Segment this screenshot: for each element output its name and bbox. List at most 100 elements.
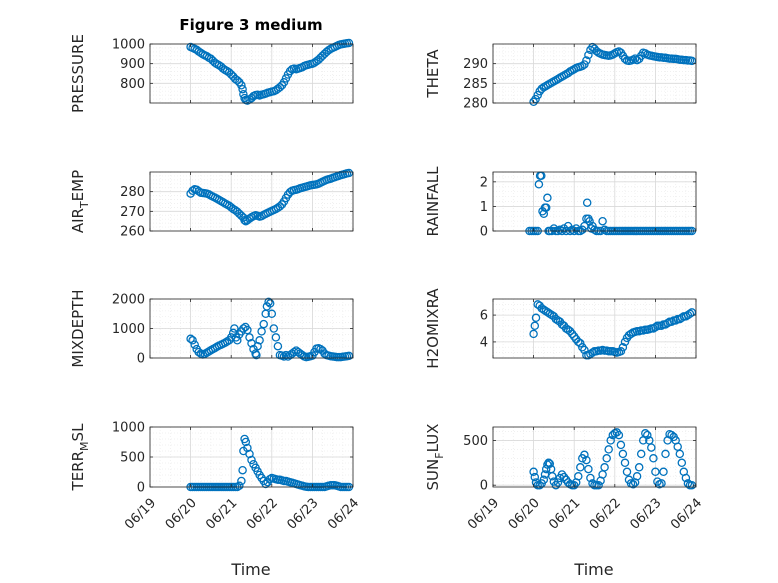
data-point bbox=[582, 56, 591, 65]
x-tick-label: 06/21 bbox=[203, 496, 240, 533]
data-point bbox=[634, 463, 644, 472]
data-point bbox=[530, 472, 540, 482]
data-point bbox=[687, 308, 697, 317]
data-point bbox=[253, 341, 262, 351]
data-point bbox=[241, 437, 251, 447]
data-point bbox=[271, 333, 281, 342]
y-tick-label: 1 bbox=[480, 200, 488, 215]
data-point bbox=[233, 76, 242, 85]
data-point bbox=[598, 216, 607, 226]
y-axis-label: PRESSURE bbox=[69, 34, 87, 113]
x-axis-label-right: Time bbox=[573, 560, 613, 579]
data-point bbox=[529, 467, 538, 477]
data-point bbox=[677, 458, 687, 468]
y-axis-label: RAINFALL bbox=[424, 166, 442, 237]
data-point bbox=[235, 481, 244, 491]
data-point bbox=[604, 445, 613, 454]
data-point bbox=[659, 467, 668, 477]
data-point bbox=[252, 350, 261, 360]
data-point bbox=[344, 351, 354, 361]
subplot-2: 280 285 290 THETA bbox=[424, 42, 697, 112]
data-point bbox=[344, 168, 354, 178]
y-tick-label: 1000 bbox=[112, 322, 145, 337]
y-axis-label: AIRTEMP bbox=[69, 170, 91, 233]
data-point bbox=[257, 327, 266, 336]
data-point bbox=[269, 324, 279, 333]
data-point bbox=[188, 186, 197, 195]
data-point bbox=[618, 449, 628, 459]
y-tick-label: 1000 bbox=[112, 38, 145, 53]
y-tick-label: 1000 bbox=[112, 421, 145, 436]
y-axis-label: MIXDEPTH bbox=[69, 289, 87, 367]
axes-box bbox=[492, 298, 697, 359]
data-point bbox=[582, 455, 591, 465]
y-axis-label: H2OMIXRA bbox=[424, 288, 442, 369]
data-point bbox=[265, 299, 275, 308]
data-point bbox=[620, 458, 630, 468]
data-point bbox=[247, 455, 256, 465]
data-point bbox=[582, 198, 592, 207]
data-point bbox=[298, 350, 307, 360]
data-point bbox=[574, 337, 583, 347]
x-tick-label: 06/22 bbox=[587, 496, 624, 533]
data-point bbox=[553, 478, 563, 487]
data-point bbox=[275, 202, 285, 211]
data-point bbox=[557, 470, 567, 479]
data-point bbox=[667, 430, 676, 440]
x-tick-label: 06/23 bbox=[627, 496, 664, 533]
data-point bbox=[675, 449, 685, 459]
y-tick-label: 0 bbox=[480, 479, 488, 494]
data-point bbox=[687, 56, 697, 66]
data-point bbox=[594, 480, 603, 490]
data-point bbox=[584, 464, 593, 474]
data-point bbox=[238, 465, 247, 475]
y-tick-label: 280 bbox=[120, 185, 145, 200]
data-point bbox=[255, 336, 264, 345]
data-point bbox=[186, 334, 195, 344]
y-tick-label: 0 bbox=[137, 352, 145, 367]
data-point bbox=[194, 347, 203, 357]
data-point bbox=[237, 81, 246, 90]
data-point bbox=[576, 463, 585, 472]
data-point bbox=[647, 443, 656, 452]
x-tick-label: 06/20 bbox=[163, 496, 200, 533]
y-tick-label: 260 bbox=[120, 225, 145, 240]
subplot-4: 0 1 2 RAINFALL bbox=[424, 166, 697, 240]
y-tick-label: 270 bbox=[120, 205, 145, 220]
x-tick-label: 06/23 bbox=[284, 496, 321, 533]
subplot-8: 0 500 06/19 06/20 06/21 06/22 06/23 06/24 SUNFLU… bbox=[424, 424, 705, 533]
data-point bbox=[576, 339, 585, 348]
data-point bbox=[618, 343, 628, 352]
data-point bbox=[289, 347, 299, 357]
data-point bbox=[275, 83, 285, 92]
x-tick-label: 06/19 bbox=[122, 496, 159, 533]
data-point bbox=[632, 472, 642, 481]
data-point bbox=[580, 450, 589, 460]
data-point bbox=[543, 193, 552, 203]
data-point bbox=[616, 440, 626, 450]
y-axis-label: THETA bbox=[424, 49, 442, 99]
data-point bbox=[261, 479, 270, 489]
data-point bbox=[535, 480, 544, 490]
data-point bbox=[529, 329, 538, 339]
data-point bbox=[264, 297, 273, 307]
data-point bbox=[614, 430, 624, 440]
y-tick-label: 2 bbox=[480, 175, 488, 190]
y-tick-label: 800 bbox=[120, 77, 145, 92]
data-point bbox=[344, 38, 354, 48]
data-point bbox=[620, 54, 630, 64]
data-point bbox=[531, 313, 541, 323]
data-point bbox=[259, 319, 268, 329]
data-point bbox=[190, 340, 199, 349]
data-point bbox=[606, 436, 615, 445]
x-tick-label: 06/21 bbox=[546, 496, 583, 533]
x-axis-label-left: Time bbox=[230, 560, 270, 579]
data-point bbox=[530, 321, 540, 331]
data-point bbox=[281, 350, 291, 360]
data-point bbox=[651, 322, 660, 332]
data-point bbox=[567, 329, 577, 339]
data-point bbox=[548, 472, 557, 481]
data-point bbox=[188, 336, 197, 345]
